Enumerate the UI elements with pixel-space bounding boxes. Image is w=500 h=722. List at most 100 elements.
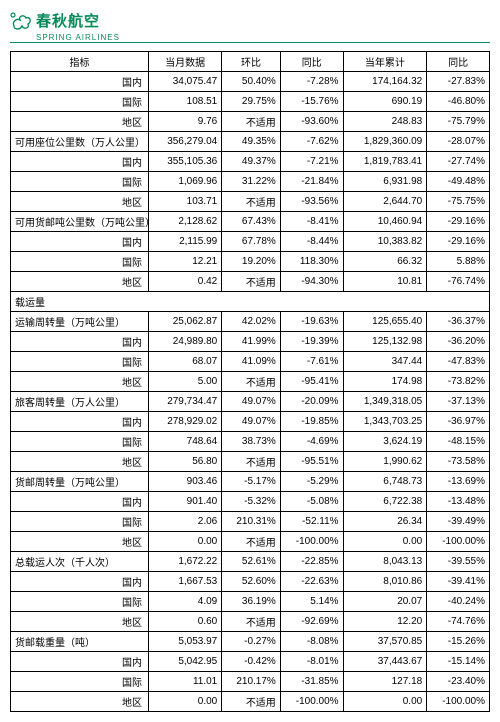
cell-value: 不适用 [222, 112, 281, 132]
region-label: 国内 [11, 652, 149, 672]
table-row: 国内2,115.9967.78%-8.44%10,383.82-29.16% [11, 232, 490, 252]
cell-value: -73.82% [427, 372, 490, 392]
cell-value: 不适用 [222, 612, 281, 632]
cell-value: 0.60 [149, 612, 222, 632]
cell-value: -31.85% [280, 672, 343, 692]
cell-value: 903.46 [149, 472, 222, 492]
table-row: 国际68.0741.09%-7.61%347.44-47.83% [11, 352, 490, 372]
cell-value: 347.44 [343, 352, 427, 372]
cell-value: 29.75% [222, 92, 281, 112]
cell-value: 49.07% [222, 392, 281, 412]
table-row: 地区103.71不适用-93.56%2,644.70-75.75% [11, 192, 490, 212]
cell-value: 125,132.98 [343, 332, 427, 352]
cell-value: -37.13% [427, 392, 490, 412]
cell-value: -95.41% [280, 372, 343, 392]
region-label: 国际 [11, 592, 149, 612]
cell-value: 25,062.87 [149, 312, 222, 332]
col-indicator: 指标 [11, 52, 149, 72]
cell-value: -5.32% [222, 492, 281, 512]
cell-value: -48.15% [427, 432, 490, 452]
region-label: 国内 [11, 412, 149, 432]
cell-value: 8,043.13 [343, 552, 427, 572]
cell-value: -29.16% [427, 232, 490, 252]
cell-value: -19.39% [280, 332, 343, 352]
metric-row: 总载运人次（千人次）1,672.2252.61%-22.85%8,043.13-… [11, 552, 490, 572]
cell-value: -15.26% [427, 632, 490, 652]
cell-value: 19.20% [222, 252, 281, 272]
cell-value: -75.75% [427, 192, 490, 212]
cell-value: 5,053.97 [149, 632, 222, 652]
cell-value: 278,929.02 [149, 412, 222, 432]
region-label: 国内 [11, 72, 149, 92]
cell-value: -19.85% [280, 412, 343, 432]
cell-value: 1,819,783.41 [343, 152, 427, 172]
cell-value: -100.00% [280, 692, 343, 712]
cell-value: -7.21% [280, 152, 343, 172]
cell-value: 不适用 [222, 692, 281, 712]
header-row: 指标 当月数据 环比 同比 当年累计 同比 [11, 52, 490, 72]
cell-value: 11.01 [149, 672, 222, 692]
cell-value: 8,010.86 [343, 572, 427, 592]
cell-value: -8.44% [280, 232, 343, 252]
cell-value: 0.42 [149, 272, 222, 292]
cell-value: -19.63% [280, 312, 343, 332]
cell-value: 2,128.62 [149, 212, 222, 232]
metric-title: 运输周转量（万吨公里） [11, 312, 149, 332]
cell-value: 1,990.62 [343, 452, 427, 472]
table-row: 地区0.42不适用-94.30%10.81-76.74% [11, 272, 490, 292]
cell-value: 2.06 [149, 512, 222, 532]
cell-value: 41.09% [222, 352, 281, 372]
table-row: 地区0.00不适用-100.00%0.00-100.00% [11, 692, 490, 712]
cell-value: 12.20 [343, 612, 427, 632]
metric-row: 货邮载重量（吨）5,053.97-0.27%-8.08%37,570.85-15… [11, 632, 490, 652]
region-label: 国际 [11, 252, 149, 272]
region-label: 国内 [11, 332, 149, 352]
region-label: 地区 [11, 612, 149, 632]
table-row: 国内1,667.5352.60%-22.63%8,010.86-39.41% [11, 572, 490, 592]
cell-value: 31.22% [222, 172, 281, 192]
cell-value: 49.37% [222, 152, 281, 172]
table-row: 地区9.76不适用-93.60%248.83-75.79% [11, 112, 490, 132]
cell-value: -8.41% [280, 212, 343, 232]
section-title: 载运量 [11, 292, 490, 312]
cell-value: -95.51% [280, 452, 343, 472]
cell-value: 不适用 [222, 372, 281, 392]
cell-value: -76.74% [427, 272, 490, 292]
cell-value: -5.08% [280, 492, 343, 512]
cell-value: 9.76 [149, 112, 222, 132]
cell-value: 5.88% [427, 252, 490, 272]
col-ytd-yoy: 同比 [427, 52, 490, 72]
cell-value: 5.14% [280, 592, 343, 612]
cell-value: 49.35% [222, 132, 281, 152]
table-row: 国际2.06210.31%-52.11%26.34-39.49% [11, 512, 490, 532]
cell-value: -52.11% [280, 512, 343, 532]
metric-row: 旅客周转量（万人公里）279,734.4749.07%-20.09%1,349,… [11, 392, 490, 412]
cell-value: 5,042.95 [149, 652, 222, 672]
cell-value: 67.43% [222, 212, 281, 232]
cell-value: -36.20% [427, 332, 490, 352]
cell-value: -15.14% [427, 652, 490, 672]
cell-value: -28.07% [427, 132, 490, 152]
cell-value: 34,075.47 [149, 72, 222, 92]
cell-value: 103.71 [149, 192, 222, 212]
cell-value: 0.00 [343, 532, 427, 552]
cell-value: -75.79% [427, 112, 490, 132]
cell-value: -13.48% [427, 492, 490, 512]
cell-value: 1,349,318.05 [343, 392, 427, 412]
brand-name-cn: 春秋航空 [36, 10, 100, 31]
cell-value: -22.63% [280, 572, 343, 592]
cell-value: 37,443.67 [343, 652, 427, 672]
cell-value: -4.69% [280, 432, 343, 452]
table-row: 国际108.5129.75%-15.76%690.19-46.80% [11, 92, 490, 112]
metric-title: 可用座位公里数（万人公里） [11, 132, 149, 152]
cell-value: 不适用 [222, 272, 281, 292]
table-row: 国内24,989.8041.99%-19.39%125,132.98-36.20… [11, 332, 490, 352]
cell-value: 52.60% [222, 572, 281, 592]
cell-value: 174.98 [343, 372, 427, 392]
section-row: 载运量 [11, 292, 490, 312]
cell-value: 6,722.38 [343, 492, 427, 512]
cell-value: 210.31% [222, 512, 281, 532]
region-label: 国际 [11, 672, 149, 692]
cell-value: 68.07 [149, 352, 222, 372]
brand-name-en: SPRING AIRLINES [36, 33, 490, 42]
